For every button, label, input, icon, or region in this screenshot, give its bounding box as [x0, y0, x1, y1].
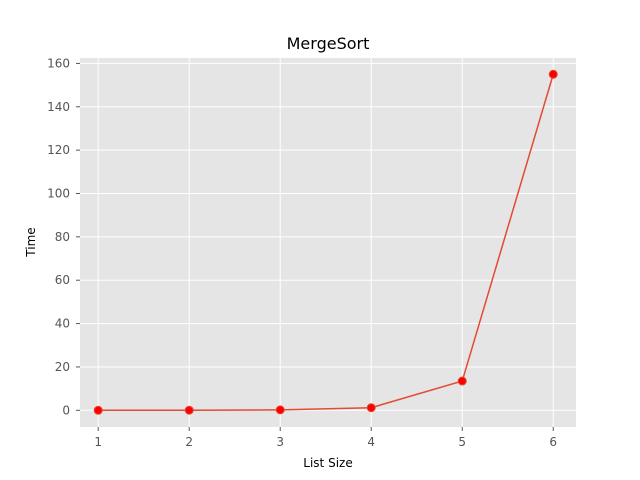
x-tick-label: 3: [276, 435, 284, 449]
x-tick-label: 2: [185, 435, 193, 449]
plot-area: [80, 58, 576, 427]
chart-title: MergeSort: [287, 34, 370, 53]
y-tick-label: 20: [55, 360, 70, 374]
x-tick-label: 1: [94, 435, 102, 449]
y-tick-label: 140: [47, 100, 70, 114]
y-tick-label: 160: [47, 56, 70, 70]
grid: [80, 58, 576, 427]
y-axis-label: Time: [24, 227, 38, 257]
y-tick-label: 80: [55, 230, 70, 244]
data-point: [184, 405, 194, 415]
x-tick-label: 6: [549, 435, 557, 449]
y-tick-label: 60: [55, 273, 70, 287]
data-point: [366, 403, 376, 413]
data-point: [93, 405, 103, 415]
series-line: [98, 74, 554, 412]
x-axis-label: List Size: [303, 456, 352, 470]
series: [93, 69, 558, 415]
y-tick-label: 100: [47, 187, 70, 201]
data-point: [548, 69, 558, 79]
data-point: [275, 405, 285, 415]
data-point: [457, 376, 467, 386]
y-tick-label: 0: [62, 403, 70, 417]
y-tick-label: 40: [55, 317, 70, 331]
x-tick-label: 4: [367, 435, 375, 449]
y-tick-label: 120: [47, 143, 70, 157]
x-tick-label: 5: [458, 435, 466, 449]
